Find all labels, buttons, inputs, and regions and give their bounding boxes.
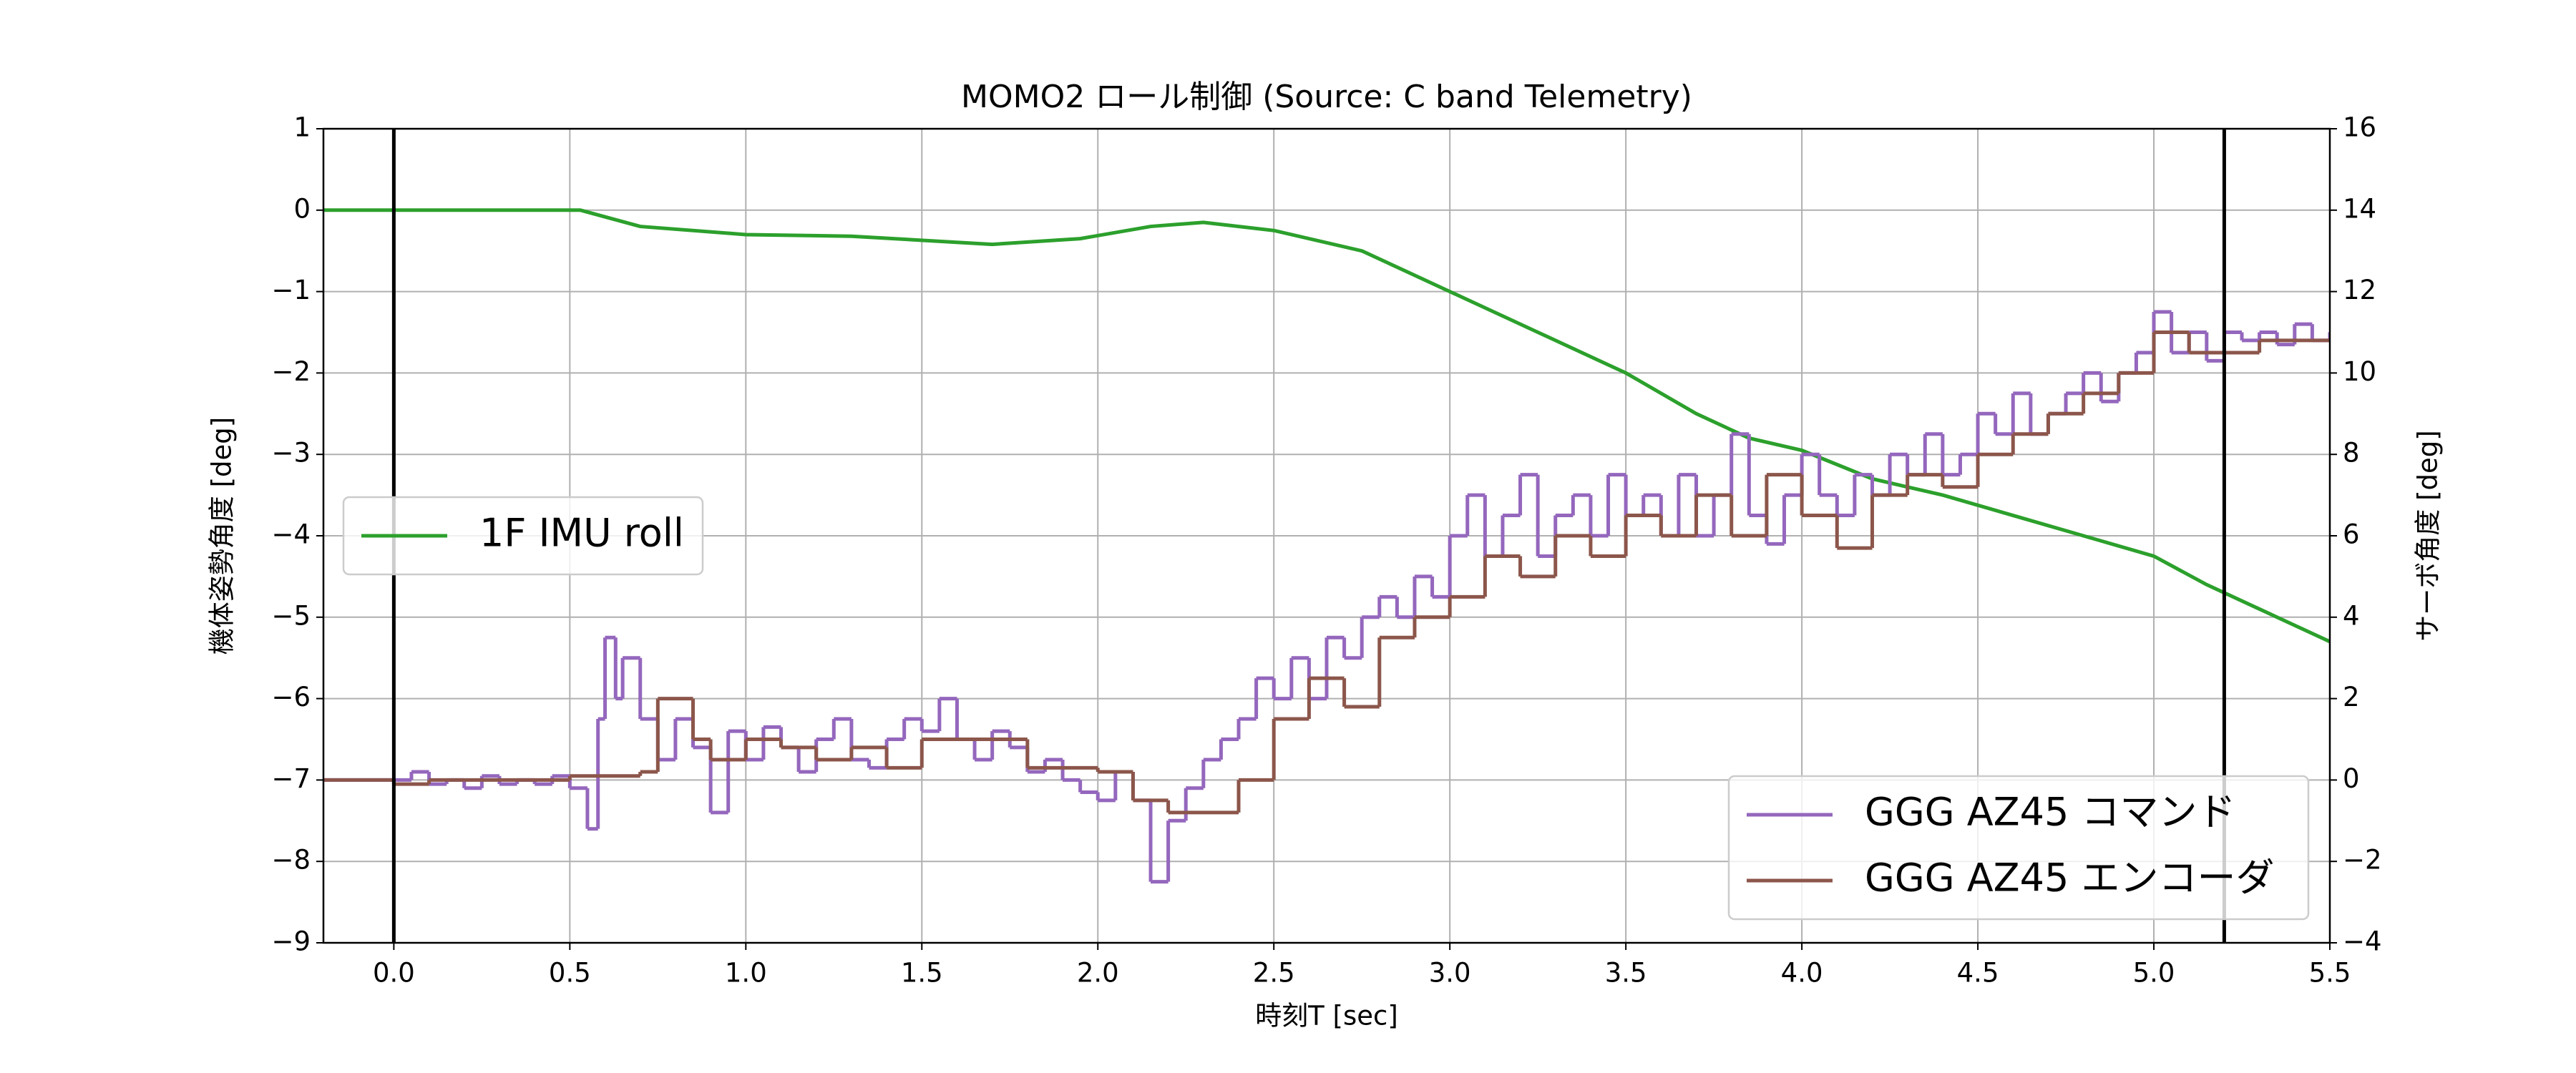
y2-tick-label: 10	[2343, 356, 2376, 387]
x-tick-label: 1.5	[901, 958, 943, 989]
x-tick-label: 0.0	[373, 958, 415, 989]
x-tick-label: 5.0	[2133, 958, 2175, 989]
x-axis-label: 時刻T [sec]	[1255, 1001, 1398, 1032]
y2-tick-label: 14	[2343, 193, 2376, 224]
series-line	[323, 208, 2330, 644]
legend-label: 1F IMU roll	[479, 511, 684, 556]
y-axis-label: 機体姿勢角度 [deg]	[207, 417, 238, 655]
x-tick-label: 4.5	[1957, 958, 1999, 989]
x-tick-label: 3.5	[1605, 958, 1647, 989]
y2-tick-label: 12	[2343, 275, 2376, 305]
y-tick-label: −8	[271, 845, 311, 876]
x-tick-label: 3.0	[1429, 958, 1471, 989]
y-tick-label: −2	[271, 356, 311, 387]
y2-tick-label: −2	[2343, 845, 2382, 876]
plot-frame	[322, 127, 2331, 944]
x-tick-label: 2.0	[1077, 958, 1119, 989]
y-tick-label: −3	[271, 438, 311, 469]
y-tick-label: −7	[271, 763, 311, 794]
y2-tick-label: 2	[2343, 682, 2360, 712]
x-tick-label: 5.5	[2309, 958, 2351, 989]
legend-box	[1727, 775, 2310, 921]
y2-axis-label: サーボ角度 [deg]	[2413, 430, 2444, 641]
x-tick-label: 0.5	[549, 958, 591, 989]
y-tick-label: −5	[271, 600, 311, 631]
plot-area	[323, 208, 2330, 884]
y2-tick-label: 16	[2343, 112, 2376, 143]
y-tick-label: 0	[293, 193, 311, 224]
y-tick-label: 1	[293, 112, 311, 143]
y2-tick-label: 0	[2343, 763, 2360, 794]
legend-label: GGG AZ45 コマンド	[1865, 790, 2236, 835]
x-tick-label: 2.5	[1253, 958, 1295, 989]
x-tick-label: 1.0	[725, 958, 767, 989]
y2-tick-label: −4	[2343, 926, 2382, 957]
y2-tick-label: 6	[2343, 519, 2360, 550]
chart-title: MOMO2 ロール制御 (Source: C band Telemetry)	[961, 79, 1692, 115]
y-tick-label: −6	[271, 682, 311, 712]
legend-label: GGG AZ45 エンコーダ	[1865, 856, 2275, 901]
y-tick-label: −4	[271, 519, 311, 550]
y-tick-label: −9	[271, 926, 311, 957]
y2-tick-label: 4	[2343, 600, 2360, 631]
y2-tick-label: 8	[2343, 438, 2360, 469]
x-tick-label: 4.0	[1781, 958, 1823, 989]
legend-box	[342, 496, 704, 576]
y-tick-label: −1	[271, 275, 311, 305]
